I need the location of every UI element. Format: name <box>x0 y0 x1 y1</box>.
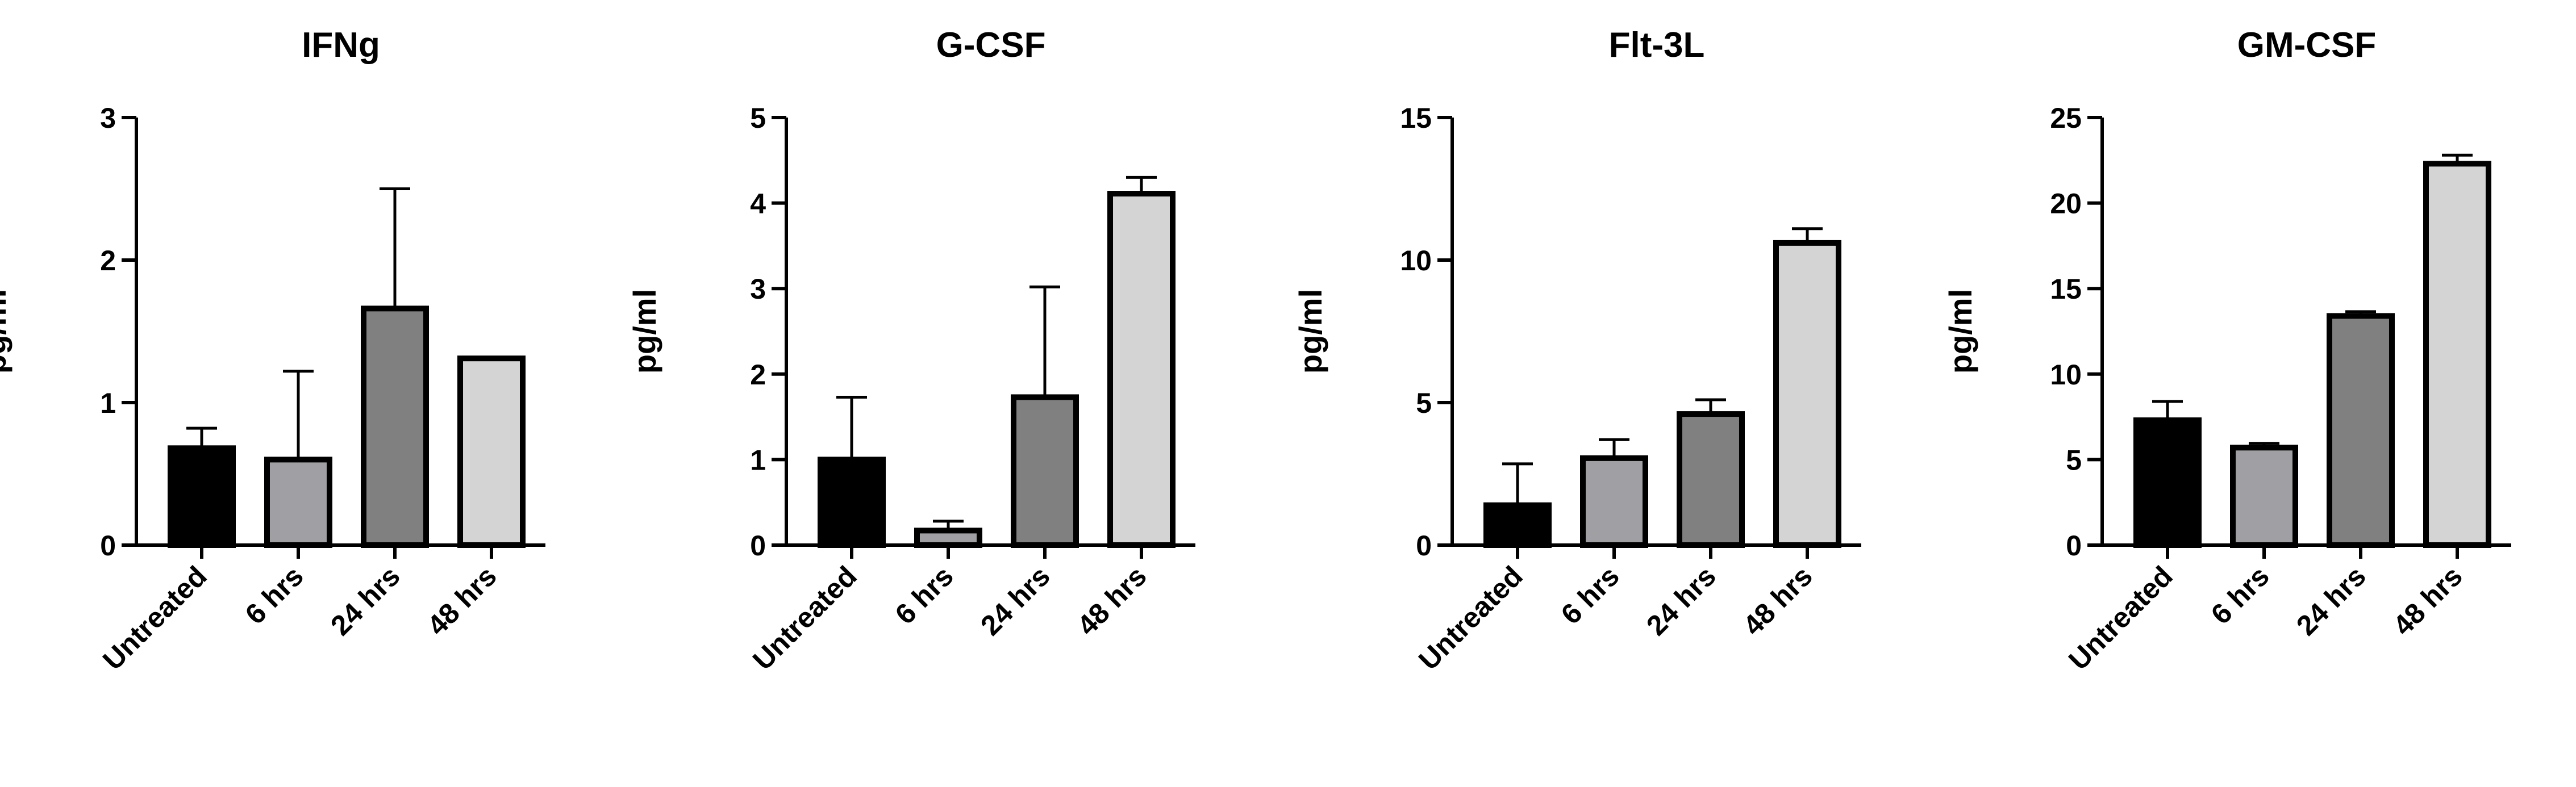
x-category-label: 48 hrs <box>1071 560 1153 642</box>
chart-title: GM-CSF <box>2237 26 2377 65</box>
y-tick-label: 10 <box>2050 359 2082 391</box>
y-tick-label: 4 <box>750 188 766 220</box>
x-category-label: Untreated <box>747 560 863 676</box>
bar <box>2327 313 2395 549</box>
y-axis-label: pg/ml <box>627 289 662 374</box>
y-tick-label: 10 <box>1400 245 1432 277</box>
x-category-label: 6 hrs <box>2205 560 2275 630</box>
chart-title: IFNg <box>302 26 380 65</box>
y-axis-label: pg/ml <box>0 289 12 374</box>
bar <box>1107 191 1176 548</box>
x-category-label: 24 hrs <box>2290 560 2372 642</box>
x-category-label: Untreated <box>2062 560 2179 676</box>
y-tick-label: 5 <box>750 102 766 134</box>
bar <box>264 457 332 549</box>
y-tick-label: 15 <box>1400 102 1432 134</box>
chart-title: G-CSF <box>936 26 1046 65</box>
y-tick-label: 15 <box>2050 273 2082 305</box>
chart-panel-1: G-CSF pg/ml 0 1 2 3 4 5 Untreated 6 hrs 24 hrs 48 h… <box>627 26 1195 676</box>
bar <box>1773 240 1841 548</box>
y-tick-label: 20 <box>2050 188 2082 220</box>
y-tick-label: 2 <box>750 359 766 391</box>
y-tick-label: 1 <box>100 387 116 419</box>
chart-panel-0: IFNg pg/ml 0 1 2 3 Untreated 6 hrs 24 hrs 48 hrs <box>0 26 545 676</box>
x-category-label: 6 hrs <box>239 560 310 630</box>
bar <box>2423 161 2491 549</box>
x-category-label: 48 hrs <box>1737 560 1819 642</box>
x-category-label: Untreated <box>97 560 213 676</box>
bar <box>914 528 982 549</box>
y-tick-label: 0 <box>750 530 766 562</box>
y-axis-label: pg/ml <box>1943 289 1978 374</box>
y-tick-label: 5 <box>1416 387 1432 419</box>
bar <box>1677 411 1745 549</box>
bar <box>1580 455 1648 549</box>
y-tick-label: 3 <box>750 273 766 305</box>
x-category-label: Untreated <box>1412 560 1529 676</box>
bar <box>2230 445 2298 548</box>
y-tick-label: 3 <box>100 102 116 134</box>
y-tick-label: 5 <box>2066 444 2082 476</box>
x-category-label: 24 hrs <box>974 560 1056 642</box>
x-category-label: 48 hrs <box>421 560 503 642</box>
y-tick-label: 1 <box>750 444 766 476</box>
bar <box>1011 394 1079 548</box>
y-tick-label: 25 <box>2050 102 2082 134</box>
y-axis-label: pg/ml <box>1293 289 1328 374</box>
y-tick-label: 0 <box>1416 530 1432 562</box>
y-tick-label: 2 <box>100 245 116 277</box>
chart-title: Flt-3L <box>1609 26 1705 65</box>
bar <box>1483 502 1552 548</box>
x-category-label: 24 hrs <box>1640 560 1722 642</box>
bar <box>818 457 886 549</box>
x-category-label: 48 hrs <box>2387 560 2469 642</box>
chart-panel-2: Flt-3L pg/ml 0 5 10 15 Untreated 6 hrs 24 hrs 48 … <box>1293 26 1861 676</box>
chart-panel-3: GM-CSF pg/ml 0 5 10 15 20 25 Untreated 6 hrs 24 hr… <box>1943 26 2511 676</box>
bar <box>361 305 429 549</box>
bar <box>168 445 236 548</box>
x-category-label: 6 hrs <box>1555 560 1625 630</box>
bar <box>2133 417 2202 549</box>
y-tick-label: 0 <box>100 530 116 562</box>
y-tick-label: 0 <box>2066 530 2082 562</box>
bar <box>457 355 526 548</box>
x-category-label: 6 hrs <box>889 560 960 630</box>
x-category-label: 24 hrs <box>324 560 406 642</box>
